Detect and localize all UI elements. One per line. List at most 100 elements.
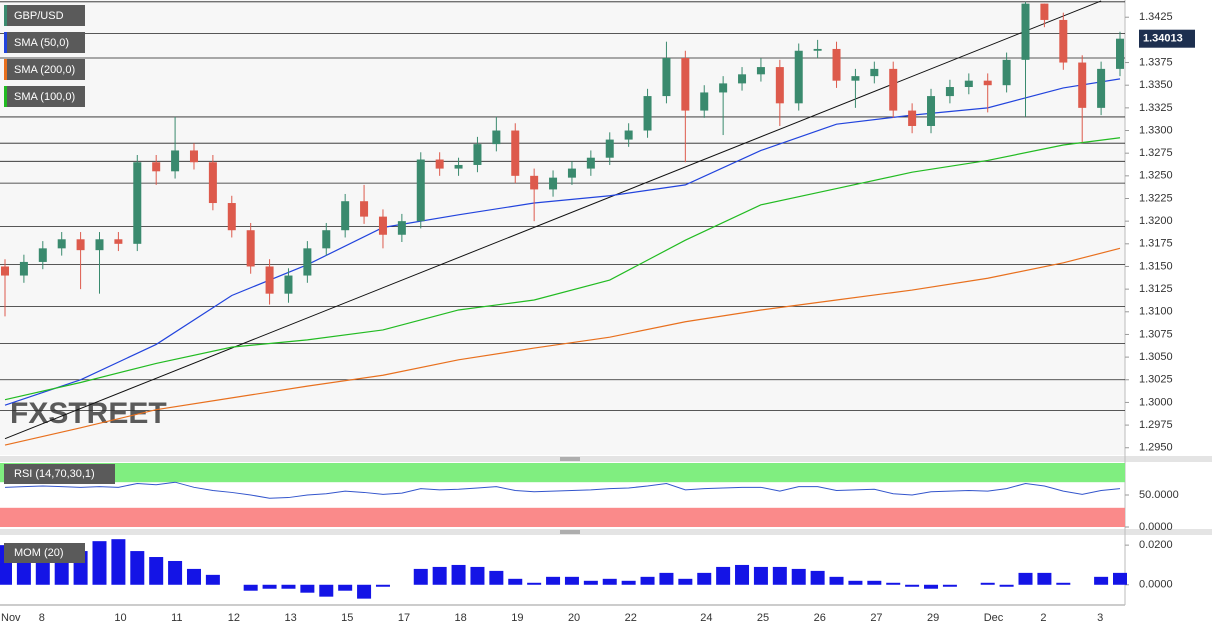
y-tick-label: 1.3000 bbox=[1139, 396, 1173, 408]
legend-label: SMA (100,0) bbox=[14, 91, 75, 103]
candle-body bbox=[586, 157, 595, 169]
candle-body bbox=[492, 130, 501, 145]
legend-box[interactable] bbox=[4, 5, 85, 26]
y-tick-label: 1.3075 bbox=[1139, 328, 1173, 340]
mom-bar bbox=[583, 580, 598, 585]
mom-bar bbox=[735, 564, 750, 585]
mom-bar bbox=[546, 576, 561, 585]
candle-body bbox=[605, 139, 614, 158]
candle-body bbox=[662, 58, 671, 97]
mom-bar bbox=[867, 580, 882, 585]
mom-bar bbox=[508, 578, 523, 585]
y-tick-label: 1.3050 bbox=[1139, 351, 1173, 363]
legend-label: RSI (14,70,30,1) bbox=[14, 468, 95, 480]
candle-body bbox=[530, 175, 539, 190]
mom-bar bbox=[1056, 582, 1071, 585]
candle-body bbox=[1059, 19, 1068, 63]
mom-bar bbox=[1018, 572, 1033, 585]
mom-bar bbox=[432, 566, 447, 585]
panel-divider[interactable] bbox=[0, 456, 1212, 462]
mom-bar bbox=[621, 580, 636, 585]
mom-bar bbox=[659, 572, 674, 585]
mom-bar bbox=[111, 539, 126, 585]
legend-box[interactable] bbox=[4, 543, 85, 563]
candle-body bbox=[1116, 38, 1124, 69]
x-tick-label: 27 bbox=[870, 612, 882, 624]
mom-bar bbox=[92, 541, 107, 585]
candle-body bbox=[416, 159, 425, 222]
candle-body bbox=[1097, 68, 1106, 108]
main-panel bbox=[0, 0, 1125, 455]
y-tick-label: 1.3025 bbox=[1139, 374, 1173, 386]
mom-bar bbox=[697, 572, 712, 585]
x-tick-label: 13 bbox=[284, 612, 296, 624]
candle-body bbox=[738, 74, 747, 84]
mom-bar bbox=[130, 551, 145, 585]
mom-bar bbox=[829, 576, 844, 585]
y-tick-label: 1.3275 bbox=[1139, 147, 1173, 159]
candle-body bbox=[133, 162, 142, 244]
mom-bar bbox=[942, 584, 957, 587]
candle-body bbox=[284, 275, 293, 294]
mom-bar bbox=[357, 584, 372, 599]
mom-bar bbox=[243, 584, 258, 591]
watermark: FXSTREET bbox=[10, 397, 167, 430]
x-tick-label: 18 bbox=[455, 612, 467, 624]
candle-body bbox=[681, 58, 690, 111]
mom-bar bbox=[300, 584, 315, 593]
mom-bar bbox=[1113, 572, 1127, 585]
mom-bar bbox=[678, 578, 693, 585]
candle-body bbox=[870, 68, 879, 77]
rsi-band bbox=[0, 463, 1125, 483]
mom-bar bbox=[905, 584, 920, 587]
legend-box[interactable] bbox=[4, 86, 85, 107]
y-tick-label: 1.3325 bbox=[1139, 102, 1173, 114]
candle-body bbox=[719, 83, 728, 93]
last-price-box bbox=[1139, 29, 1195, 48]
mom-bar bbox=[810, 570, 825, 585]
candle-body bbox=[794, 50, 803, 104]
legend-box[interactable] bbox=[4, 59, 85, 80]
mom-bar bbox=[205, 574, 220, 585]
mom-bar bbox=[1094, 576, 1109, 585]
sma-line bbox=[4, 247, 1121, 446]
candle-body bbox=[435, 159, 444, 169]
legend-swatch bbox=[4, 5, 7, 26]
candle-body bbox=[322, 230, 331, 249]
sma-line bbox=[4, 137, 1121, 401]
mom-bar bbox=[772, 566, 787, 585]
mom-bar bbox=[16, 557, 31, 585]
mom-bar bbox=[489, 570, 504, 585]
panel-divider[interactable] bbox=[0, 529, 1212, 535]
mom-bar bbox=[924, 584, 939, 589]
y-tick-label: 0.0200 bbox=[1139, 539, 1173, 551]
candle-body bbox=[303, 248, 312, 276]
y-tick-label: 1.3125 bbox=[1139, 283, 1173, 295]
last-price-label: 1.34013 bbox=[1143, 33, 1183, 45]
mom-bar bbox=[640, 576, 655, 585]
candle-body bbox=[57, 239, 66, 249]
candle-body bbox=[1, 266, 9, 276]
candle-body bbox=[341, 201, 350, 231]
mom-bar bbox=[753, 566, 768, 585]
mom-bar bbox=[999, 584, 1014, 587]
legend-box[interactable] bbox=[4, 464, 115, 484]
candle-body bbox=[95, 239, 104, 251]
legend-swatch bbox=[4, 32, 7, 53]
candle-body bbox=[945, 87, 954, 97]
candle-body bbox=[360, 201, 369, 217]
mom-bar bbox=[564, 576, 579, 585]
x-tick-label: 25 bbox=[757, 612, 769, 624]
x-tick-label: 22 bbox=[625, 612, 637, 624]
candle-body bbox=[38, 248, 47, 262]
y-tick-label: 1.3225 bbox=[1139, 192, 1173, 204]
candle-body bbox=[189, 150, 198, 163]
legend-label: MOM (20) bbox=[14, 547, 64, 559]
legend-box[interactable] bbox=[4, 32, 85, 53]
candle-body bbox=[246, 230, 255, 267]
candle-body bbox=[775, 67, 784, 104]
candle-body bbox=[643, 96, 652, 131]
legend-swatch bbox=[4, 86, 7, 107]
y-tick-label: 0.0000 bbox=[1139, 579, 1173, 591]
candle-body bbox=[511, 130, 520, 176]
